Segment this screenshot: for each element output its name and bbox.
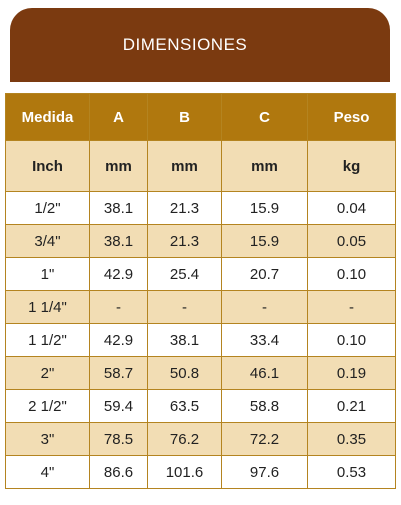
data-cell: 58.8 <box>221 389 308 423</box>
data-cell: 42.9 <box>89 257 148 291</box>
unit-cell: kg <box>307 140 396 192</box>
data-cell: 15.9 <box>221 191 308 225</box>
data-cell: 0.19 <box>307 356 396 390</box>
data-cell: 21.3 <box>147 224 222 258</box>
data-cell: 78.5 <box>89 422 148 456</box>
data-cell: 86.6 <box>89 455 148 489</box>
data-row: 1/2" 38.1 21.3 15.9 0.04 <box>5 191 396 225</box>
data-cell: 72.2 <box>221 422 308 456</box>
data-cell: 2 1/2" <box>5 389 90 423</box>
column-header: B <box>147 93 222 141</box>
data-cell: 0.05 <box>307 224 396 258</box>
data-cell: 0.53 <box>307 455 396 489</box>
data-cell: 63.5 <box>147 389 222 423</box>
data-cell: 2" <box>5 356 90 390</box>
header-title: DIMENSIONES <box>122 35 248 54</box>
data-cell: 20.7 <box>221 257 308 291</box>
data-cell: 38.1 <box>89 224 148 258</box>
data-row: 1" 42.9 25.4 20.7 0.10 <box>5 257 396 291</box>
data-cell: - <box>89 290 148 324</box>
data-cell: 25.4 <box>147 257 222 291</box>
data-cell: 0.21 <box>307 389 396 423</box>
data-cell: 33.4 <box>221 323 308 357</box>
column-header: Medida <box>5 93 90 141</box>
data-cell: 59.4 <box>89 389 148 423</box>
data-cell: 38.1 <box>147 323 222 357</box>
data-cell: 0.10 <box>307 323 396 357</box>
data-cell: - <box>147 290 222 324</box>
data-cell: 3/4" <box>5 224 90 258</box>
data-cell: 1/2" <box>5 191 90 225</box>
data-row: 3" 78.5 76.2 72.2 0.35 <box>5 422 396 456</box>
unit-cell: mm <box>147 140 222 192</box>
unit-cell: mm <box>89 140 148 192</box>
data-cell: 76.2 <box>147 422 222 456</box>
data-cell: - <box>221 290 308 324</box>
unit-cell: mm <box>221 140 308 192</box>
data-cell: 1 1/4" <box>5 290 90 324</box>
data-cell: 0.04 <box>307 191 396 225</box>
data-cell: 0.10 <box>307 257 396 291</box>
data-row: 4" 86.6 101.6 97.6 0.53 <box>5 455 396 489</box>
data-row: 1 1/2" 42.9 38.1 33.4 0.10 <box>5 323 396 357</box>
units-row: Inch mm mm mm kg <box>5 140 396 192</box>
data-cell: 58.7 <box>89 356 148 390</box>
unit-cell: Inch <box>5 140 90 192</box>
dimensions-table: Medida A B C Peso Inch mm mm mm kg 1/2" 38.1 21.3 15.… <box>5 93 396 489</box>
data-cell: 97.6 <box>221 455 308 489</box>
data-cell: 21.3 <box>147 191 222 225</box>
data-cell: 4" <box>5 455 90 489</box>
data-cell: - <box>307 290 396 324</box>
column-header: C <box>221 93 308 141</box>
header-banner: DIMENSIONES <box>10 8 390 82</box>
data-cell: 0.35 <box>307 422 396 456</box>
data-cell: 101.6 <box>147 455 222 489</box>
data-cell: 1 1/2" <box>5 323 90 357</box>
header-row: Medida A B C Peso <box>5 93 396 141</box>
data-row: 3/4" 38.1 21.3 15.9 0.05 <box>5 224 396 258</box>
data-cell: 3" <box>5 422 90 456</box>
column-header: Peso <box>307 93 396 141</box>
table-body: Medida A B C Peso Inch mm mm mm kg 1/2" 38.1 21.3 15.… <box>5 93 396 489</box>
data-cell: 50.8 <box>147 356 222 390</box>
data-cell: 15.9 <box>221 224 308 258</box>
data-cell: 1" <box>5 257 90 291</box>
data-cell: 38.1 <box>89 191 148 225</box>
data-row: 1 1/4" - - - - <box>5 290 396 324</box>
data-row: 2" 58.7 50.8 46.1 0.19 <box>5 356 396 390</box>
column-header: A <box>89 93 148 141</box>
data-cell: 46.1 <box>221 356 308 390</box>
data-cell: 42.9 <box>89 323 148 357</box>
data-row: 2 1/2" 59.4 63.5 58.8 0.21 <box>5 389 396 423</box>
